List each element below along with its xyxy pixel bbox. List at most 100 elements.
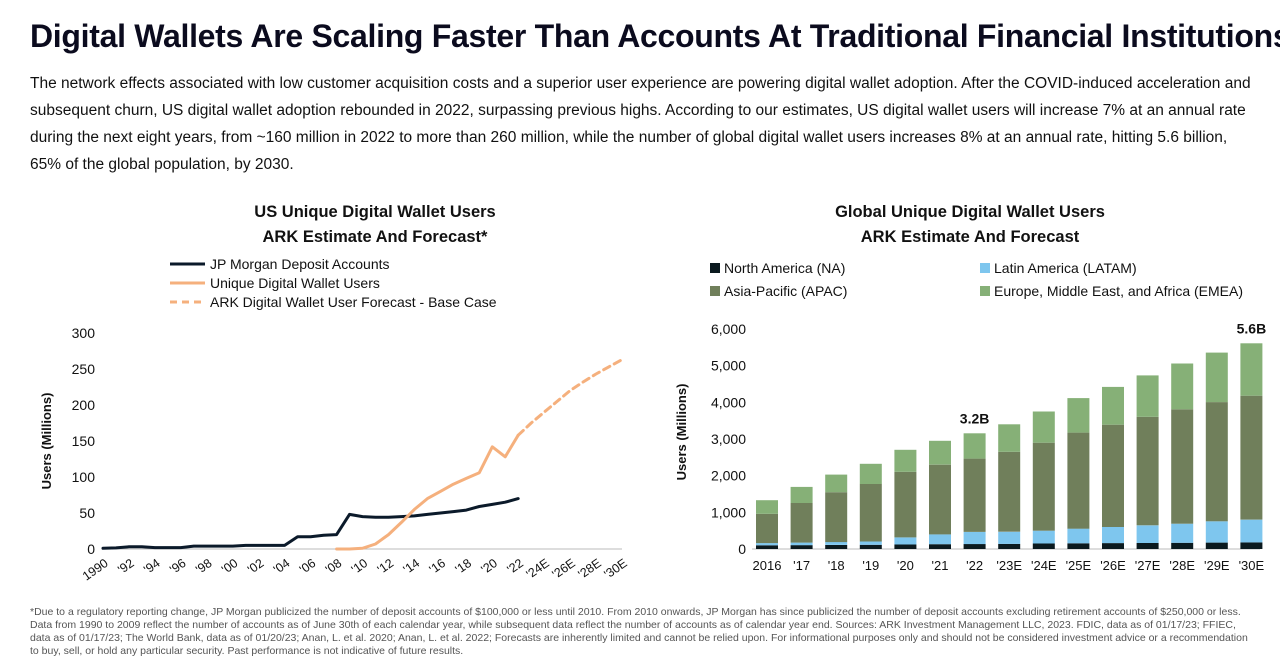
wallet-forecast-line (516, 358, 624, 437)
bar-segment-3 (790, 486, 813, 503)
global-y-tick-label: 6,000 (711, 321, 746, 337)
bar-segment-1 (963, 532, 986, 545)
bar-segment-1 (790, 542, 813, 546)
bar-segment-1 (756, 543, 778, 546)
bar-segment-2 (1171, 409, 1194, 524)
bar-segment-0 (1171, 542, 1194, 549)
global-x-tick-label: 2016 (753, 558, 782, 573)
global-chart-title: Global Unique Digital Wallet Users (835, 203, 1105, 221)
wallet-users-line (335, 433, 520, 551)
bar-segment-0 (1032, 543, 1055, 549)
bar-segment-1 (1102, 527, 1124, 544)
global-y-tick-label: 3,000 (711, 431, 746, 447)
bar-segment-0 (1102, 543, 1124, 549)
global-x-tick-label: '28E (1169, 558, 1195, 573)
us-chart-title-block: US Unique Digital Wallet Users ARK Estim… (180, 200, 570, 250)
bar-segment-0 (790, 545, 813, 549)
us-legend-label-1: Unique Digital Wallet Users (210, 275, 380, 291)
global-x-tick-label: '22 (966, 558, 983, 573)
page-title: Digital Wallets Are Scaling Faster Than … (30, 18, 1280, 54)
global-legend-swatch-3 (980, 286, 990, 296)
global-y-tick-label: 0 (738, 541, 746, 557)
bar-segment-2 (963, 458, 986, 532)
bar-segment-3 (894, 449, 917, 472)
global-legend-label-3: Europe, Middle East, and Africa (EMEA) (994, 283, 1243, 299)
global-legend-swatch-2 (710, 286, 720, 296)
bar-segment-2 (790, 503, 813, 543)
bar-segment-0 (998, 543, 1021, 549)
bar-segment-0 (825, 545, 848, 549)
global-chart-title-block: Global Unique Digital Wallet Users ARK E… (770, 200, 1170, 250)
bar-segment-0 (894, 544, 917, 549)
global-x-tick-label: '23E (996, 558, 1022, 573)
global-x-tick-label: '18 (828, 558, 845, 573)
bar-segment-1 (894, 537, 917, 545)
global-legend-swatch-0 (710, 263, 720, 273)
global-x-tick-label: '25E (1066, 558, 1092, 573)
bar-segment-1 (825, 542, 848, 545)
bar-segment-0 (1240, 542, 1263, 549)
global-y-axis-label: Users (Millions) (674, 384, 689, 481)
bar-segment-2 (929, 464, 951, 535)
bar-segment-2 (1240, 395, 1263, 520)
us-y-tick-label: 100 (72, 469, 96, 485)
bar-segment-3 (859, 463, 882, 484)
bar-segment-2 (859, 483, 882, 542)
global-bar-annotation: 3.2B (960, 410, 990, 426)
footnote: *Due to a regulatory reporting change, J… (30, 606, 1248, 657)
us-legend-label-2: ARK Digital Wallet User Forecast - Base … (210, 294, 497, 310)
bar-segment-3 (963, 433, 986, 459)
bar-segment-3 (1136, 375, 1159, 417)
us-chart-title: US Unique Digital Wallet Users (254, 203, 496, 221)
global-chart-subtitle: ARK Estimate And Forecast (860, 228, 1080, 246)
global-legend-label-0: North America (NA) (724, 260, 845, 276)
bar-segment-3 (998, 424, 1021, 452)
us-y-tick-label: 150 (72, 433, 96, 449)
global-x-tick-label: '26E (1100, 558, 1126, 573)
global-x-tick-label: '30E (1239, 558, 1265, 573)
bar-segment-3 (1171, 363, 1194, 410)
us-y-tick-label: 50 (79, 505, 95, 521)
global-x-tick-label: '21 (932, 558, 949, 573)
global-x-tick-label: '29E (1204, 558, 1230, 573)
intro-paragraph: The network effects associated with low … (30, 75, 1251, 173)
global-x-tick-label: '19 (862, 558, 879, 573)
bar-segment-1 (1136, 525, 1159, 543)
bar-segment-3 (1067, 398, 1090, 433)
global-legend-label-1: Latin America (LATAM) (994, 260, 1137, 276)
bar-segment-2 (1136, 416, 1159, 526)
bar-segment-1 (1032, 530, 1055, 544)
us-wallet-line-chart: JP Morgan Deposit Accounts Unique Digital… (39, 256, 630, 583)
bar-segment-0 (929, 544, 951, 549)
bar-segment-3 (1032, 411, 1055, 443)
bar-segment-1 (1067, 528, 1090, 544)
bar-segment-3 (1205, 352, 1228, 403)
bar-segment-2 (1032, 442, 1055, 531)
global-bar-annotation: 5.6B (1237, 320, 1267, 336)
bar-segment-3 (929, 440, 951, 465)
bar-segment-2 (1067, 432, 1090, 529)
us-y-tick-label: 300 (72, 325, 96, 341)
global-x-tick-label: '24E (1031, 558, 1057, 573)
global-legend-label-2: Asia-Pacific (APAC) (724, 283, 847, 299)
global-y-tick-label: 1,000 (711, 504, 746, 520)
us-y-tick-label: 0 (87, 541, 95, 557)
global-x-tick-label: '27E (1135, 558, 1161, 573)
global-legend-swatch-1 (980, 263, 990, 273)
us-y-tick-label: 200 (72, 397, 96, 413)
bar-segment-2 (1102, 424, 1124, 527)
bar-segment-2 (1205, 402, 1228, 522)
global-x-tick-label: '20 (897, 558, 914, 573)
bar-segment-0 (1205, 542, 1228, 549)
bar-segment-0 (756, 545, 778, 549)
global-x-tick-label: '17 (793, 558, 810, 573)
global-y-tick-label: 4,000 (711, 394, 746, 410)
global-y-tick-label: 2,000 (711, 468, 746, 484)
bar-segment-3 (825, 474, 848, 493)
bar-segment-0 (1067, 543, 1090, 549)
bar-segment-2 (998, 451, 1021, 532)
bar-segment-1 (1171, 523, 1194, 543)
jpm-deposit-line (101, 497, 520, 550)
bar-segment-3 (1102, 386, 1124, 425)
